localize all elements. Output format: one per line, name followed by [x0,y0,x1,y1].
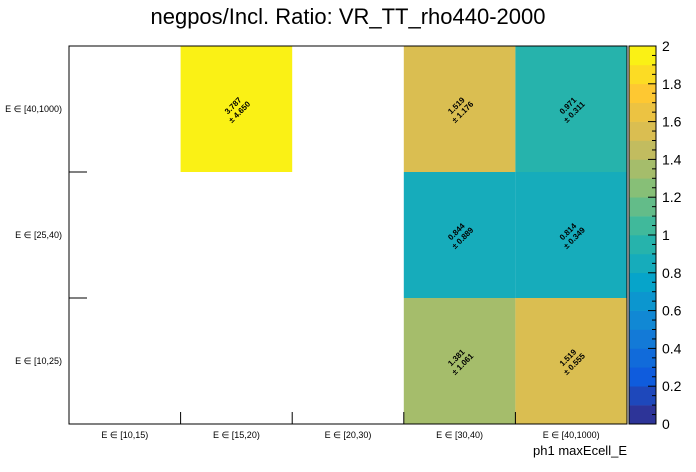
colorbar-tick-label: 0 [662,416,670,432]
colorbar-segment [629,310,656,330]
heatmap-cells: 3.787± 4.650 1.519± 1.176 0.971± 0.3110.84… [180,46,627,424]
colorbar-segment [629,291,656,311]
colorbar-segment [629,102,656,122]
color-scale: 0 0.2 0.4 0.6 0.8 1 1.2 1.4 1.6 1.8 2 [628,38,682,432]
x-tick-label: E ∈ [40,1000) [543,430,600,440]
colorbar-tick-label: 1.4 [662,151,682,167]
colorbar-segment [629,178,656,198]
colorbar-segment [629,405,656,425]
colorbar-tick-label: 0.6 [662,303,682,319]
colorbar-segment [629,197,656,217]
colorbar-segment [629,216,656,236]
heatmap-cell [403,298,516,424]
colorbar-segment [629,83,656,103]
colorbar-segment [629,235,656,255]
x-tick-label: E ∈ [10,15) [101,430,148,440]
colorbar-segment [629,64,656,85]
colorbar-segment [629,253,656,274]
colorbar-tick-label: 0.2 [662,378,682,394]
y-tick-label: E ∈ [40,1000) [5,104,62,114]
colorbar-segment [629,329,656,349]
colorbar-tick-label: 1 [662,227,670,243]
colorbar-segment [629,367,656,387]
colorbar-segment [629,272,656,292]
colorbar-tick-label: 2 [662,38,670,54]
colorbar-segment [629,140,656,160]
axis-ticks [69,171,516,424]
colorbar-segment [629,46,656,66]
heatmap-cell [403,46,516,172]
colorbar-segment [629,386,656,406]
colorbar-tick-label: 0.4 [662,340,682,356]
colorbar-tick-label: 0.8 [662,265,682,281]
heatmap-cell [403,172,516,298]
x-tick-label: E ∈ [30,40) [436,430,483,440]
x-axis-title: ph1 maxEcell_E [533,443,627,458]
colorbar-tick-label: 1.2 [662,189,682,205]
x-tick-labels: E ∈ [10,15) E ∈ [15,20) E ∈ [20,30) E ∈ [30… [101,430,599,440]
colorbar-segment [629,159,656,179]
y-tick-label: E ∈ [25,40) [15,230,62,240]
y-tick-label: E ∈ [10,25) [15,356,62,366]
heatmap-cell [515,172,627,298]
y-tick-labels: E ∈ [10,25) E ∈ [25,40) E ∈ [40,1000) [5,104,62,366]
colorbar-segment [629,348,656,368]
heatmap-cell [515,298,627,424]
plot-frame [68,45,628,425]
colorbar-tick-label: 1.8 [662,76,682,92]
colorbar-tick-label: 1.6 [662,114,682,130]
heatmap-cell [515,46,627,172]
colorbar-segment [629,121,656,141]
x-tick-label: E ∈ [15,20) [213,430,260,440]
heatmap-cell [180,46,293,172]
chart-title: negpos/Incl. Ratio: VR_TT_rho440-2000 [150,4,545,29]
x-tick-label: E ∈ [20,30) [325,430,372,440]
